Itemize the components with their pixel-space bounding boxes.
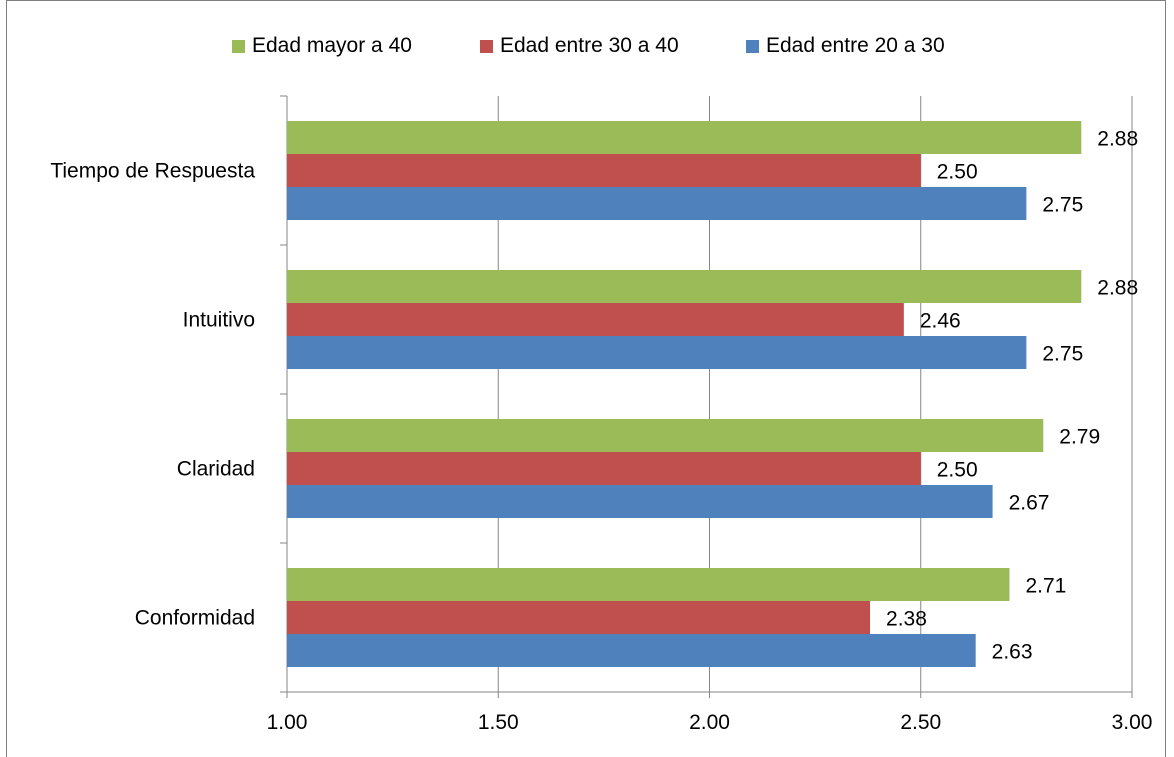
x-tick-label: 3.00 <box>1112 711 1153 734</box>
bar <box>287 154 921 187</box>
x-tick-label: 2.00 <box>689 711 730 734</box>
legend-item-20-30: Edad entre 20 a 30 <box>746 28 945 64</box>
data-label: 2.88 <box>1097 128 1138 151</box>
data-label: 2.88 <box>1097 277 1138 300</box>
legend-item-mayor-40: Edad mayor a 40 <box>232 28 412 64</box>
bar <box>287 634 976 667</box>
bar <box>287 336 1027 369</box>
data-label: 2.46 <box>920 310 961 333</box>
legend-label-mayor-40: Edad mayor a 40 <box>252 34 412 57</box>
legend-item-30-40: Edad entre 30 a 40 <box>480 28 679 64</box>
legend-swatch-20-30 <box>746 39 759 53</box>
data-label: 2.67 <box>1009 492 1050 515</box>
x-tick-label: 1.00 <box>267 711 308 734</box>
data-label: 2.71 <box>1025 575 1066 598</box>
bar <box>287 121 1082 154</box>
data-label: 2.50 <box>937 161 978 184</box>
bar <box>287 419 1044 452</box>
bar <box>287 270 1082 303</box>
bar <box>287 601 871 634</box>
legend-label-30-40: Edad entre 30 a 40 <box>500 34 679 57</box>
category-label: Conformidad <box>135 607 255 630</box>
category-label: Tiempo de Respuesta <box>50 160 255 183</box>
bar <box>287 485 993 518</box>
category-label: Claridad <box>177 458 255 481</box>
x-tick-label: 2.50 <box>900 711 941 734</box>
legend-swatch-30-40 <box>480 39 493 53</box>
data-label: 2.63 <box>992 641 1033 664</box>
legend-swatch-mayor-40 <box>232 39 245 53</box>
category-label: Intuitivo <box>183 309 255 332</box>
bar <box>287 187 1027 220</box>
bar <box>287 303 904 336</box>
legend: Edad mayor a 40 Edad entre 30 a 40 Edad … <box>0 28 1174 64</box>
data-label: 2.38 <box>886 608 927 631</box>
data-label: 2.79 <box>1059 426 1100 449</box>
legend-label-20-30: Edad entre 20 a 30 <box>766 34 945 57</box>
data-label: 2.75 <box>1042 194 1083 217</box>
data-label: 2.50 <box>937 459 978 482</box>
x-tick-label: 1.50 <box>478 711 519 734</box>
bar <box>287 452 921 485</box>
bar <box>287 568 1010 601</box>
data-label: 2.75 <box>1042 343 1083 366</box>
